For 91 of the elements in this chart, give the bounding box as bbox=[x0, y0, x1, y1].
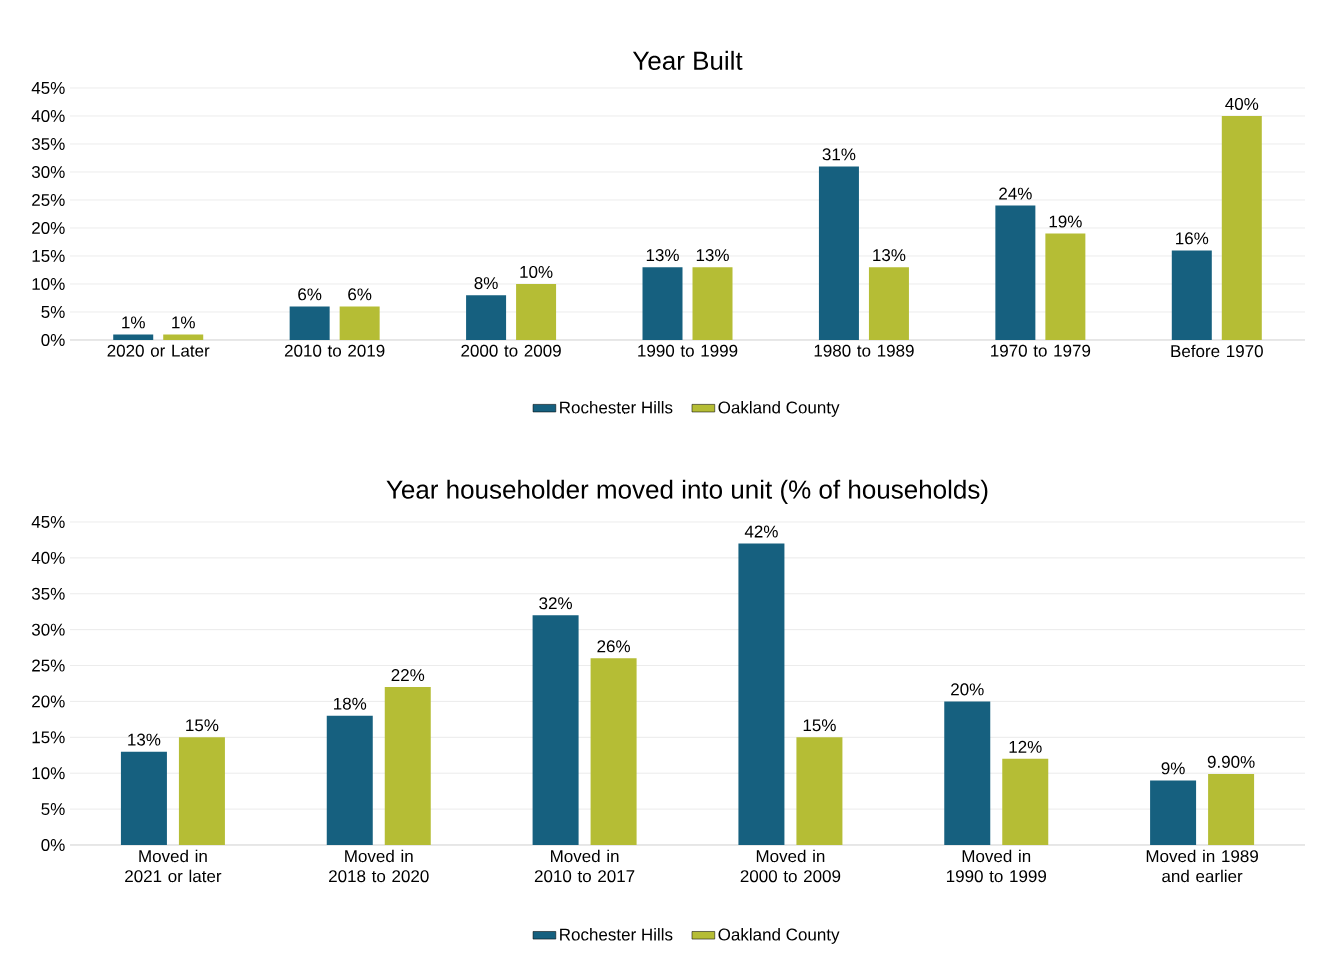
bar bbox=[1045, 233, 1086, 340]
y-tick-label: 20% bbox=[32, 695, 65, 708]
y-tick-label: 0% bbox=[41, 333, 65, 346]
data-label: 1% bbox=[172, 316, 195, 329]
x-tick-label: 1990 to 1999 bbox=[638, 344, 738, 357]
bar bbox=[868, 267, 909, 340]
x-tick-label: Moved in 1989 and earlier bbox=[1146, 849, 1258, 883]
bar bbox=[516, 283, 557, 340]
bar bbox=[466, 295, 507, 340]
y-tick-label: 35% bbox=[31, 137, 65, 150]
data-label: 15% bbox=[186, 719, 219, 732]
data-label: 26% bbox=[597, 640, 630, 653]
x-tick-label: Moved in 1990 to 1999 bbox=[946, 849, 1047, 883]
data-label: 13% bbox=[873, 249, 906, 262]
data-label: 1% bbox=[122, 316, 145, 329]
data-label: 13% bbox=[646, 249, 679, 262]
bar bbox=[1221, 115, 1262, 340]
bar bbox=[995, 205, 1036, 340]
x-tick-label: Moved in 2018 to 2020 bbox=[329, 849, 429, 883]
data-label: 13% bbox=[696, 249, 729, 262]
bar bbox=[384, 687, 431, 845]
bar bbox=[1002, 758, 1049, 845]
y-tick-label: 20% bbox=[32, 221, 65, 234]
y-tick-label: 30% bbox=[31, 165, 65, 178]
y-tick-label: 10% bbox=[32, 767, 65, 780]
y-tick-label: 45% bbox=[31, 516, 65, 528]
data-label: 6% bbox=[348, 288, 372, 301]
x-tick-label: Moved in 2021 or later bbox=[125, 849, 222, 883]
y-tick-label: 30% bbox=[31, 623, 65, 636]
bar bbox=[289, 306, 330, 340]
data-label: 9% bbox=[1161, 762, 1185, 775]
data-label: 32% bbox=[539, 597, 572, 610]
data-label: 24% bbox=[999, 187, 1032, 200]
legend-label: Rochester Hills bbox=[560, 928, 673, 941]
y-tick-label: 15% bbox=[32, 731, 65, 744]
y-tick-label: 5% bbox=[41, 803, 65, 816]
y-tick-label: 40% bbox=[31, 109, 65, 122]
x-tick-label: 2020 or Later bbox=[107, 344, 210, 357]
data-label: 12% bbox=[1009, 740, 1042, 753]
bar bbox=[339, 306, 380, 340]
data-label: 8% bbox=[474, 277, 498, 290]
y-tick-label: 25% bbox=[32, 193, 65, 206]
bar bbox=[113, 334, 154, 340]
data-label: 18% bbox=[334, 697, 367, 710]
data-label: 6% bbox=[298, 288, 322, 301]
data-label: 15% bbox=[803, 719, 836, 732]
data-label: 20% bbox=[951, 683, 984, 696]
bar bbox=[163, 334, 204, 340]
data-label: 9.90% bbox=[1207, 755, 1255, 768]
bar bbox=[590, 658, 637, 845]
y-tick-label: 10% bbox=[32, 277, 65, 290]
x-tick-label: Moved in 2000 to 2009 bbox=[740, 849, 841, 883]
data-label: 42% bbox=[744, 525, 778, 538]
bar bbox=[818, 166, 859, 340]
bar bbox=[944, 701, 991, 845]
x-tick-label: Before 1970 bbox=[1171, 344, 1263, 358]
x-tick-label: 1980 to 1989 bbox=[814, 344, 914, 357]
y-tick-label: 25% bbox=[32, 659, 65, 672]
bar bbox=[738, 543, 785, 845]
y-tick-label: 35% bbox=[31, 587, 65, 600]
x-tick-label: 1970 to 1979 bbox=[991, 344, 1091, 357]
bar bbox=[326, 715, 373, 845]
data-label: 22% bbox=[391, 669, 425, 682]
data-label: 19% bbox=[1049, 215, 1082, 228]
data-label: 40% bbox=[1225, 97, 1259, 110]
chart-title: Year Built bbox=[632, 50, 743, 70]
bar bbox=[532, 615, 579, 845]
bar bbox=[796, 737, 843, 845]
y-tick-label: 40% bbox=[31, 551, 65, 564]
bar bbox=[642, 267, 683, 340]
data-label: 13% bbox=[128, 733, 161, 746]
x-tick-label: 2010 to 2019 bbox=[284, 344, 385, 357]
data-label: 10% bbox=[520, 265, 553, 278]
x-tick-label: 2000 to 2009 bbox=[461, 344, 561, 357]
bar bbox=[120, 751, 167, 845]
legend-label: Oakland County bbox=[718, 928, 840, 944]
y-tick-label: 0% bbox=[41, 838, 65, 851]
chart-title: Year householder moved into unit (% of households) bbox=[386, 479, 988, 504]
bar bbox=[1150, 780, 1197, 845]
data-label: 31% bbox=[822, 148, 856, 161]
bar bbox=[692, 267, 733, 340]
legend-label: Rochester Hills bbox=[560, 401, 673, 414]
legend-label: Oakland County bbox=[718, 401, 840, 417]
y-tick-label: 15% bbox=[32, 250, 65, 262]
data-label: 16% bbox=[1176, 232, 1209, 245]
y-tick-label: 5% bbox=[41, 306, 65, 318]
bar bbox=[1171, 250, 1212, 340]
y-tick-label: 45% bbox=[31, 82, 65, 94]
bar bbox=[178, 737, 225, 845]
bar bbox=[1208, 773, 1255, 845]
x-tick-label: Moved in 2010 to 2017 bbox=[534, 849, 635, 883]
